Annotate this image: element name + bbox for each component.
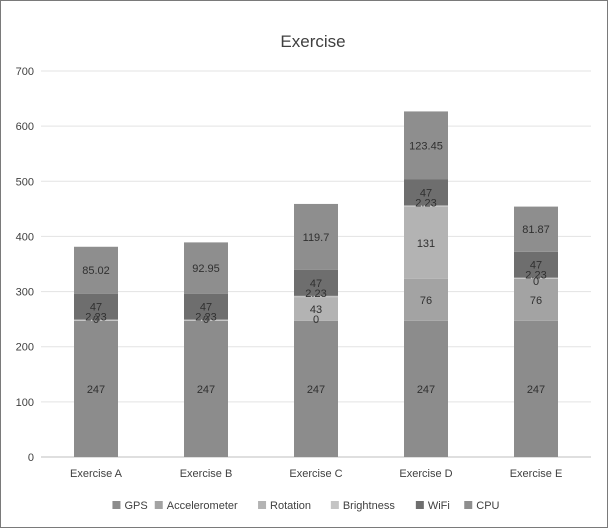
chart-title: Exercise xyxy=(280,32,345,51)
legend-label: Brightness xyxy=(343,500,395,512)
data-label-cpu: 119.7 xyxy=(303,232,330,244)
data-label-rotation: 43 xyxy=(310,304,322,316)
legend-label: WiFi xyxy=(428,500,450,512)
data-label-extra: 0 xyxy=(313,314,319,326)
y-tick-label: 0 xyxy=(28,452,34,464)
x-axis: Exercise A Exercise B Exercise C Exercise D… xyxy=(70,468,562,480)
data-label-wifi: 47 xyxy=(200,302,212,314)
x-category-label: Exercise A xyxy=(70,468,123,480)
data-label-accelerometer: 76 xyxy=(420,295,432,307)
data-label-brightness: 2.23 xyxy=(525,270,546,282)
y-axis: 0 100 200 300 400 500 600 700 xyxy=(16,66,34,464)
bar-segment-cpu xyxy=(294,203,338,270)
data-label-cpu: 92.95 xyxy=(192,263,220,275)
y-tick-label: 100 xyxy=(16,397,34,409)
bar-segment-wifi xyxy=(404,179,448,206)
bar-segment-wifi xyxy=(294,269,338,296)
legend-item-wifi: WiFi xyxy=(415,500,450,512)
bar-segment-wifi xyxy=(514,251,558,278)
bar-segment-rotation xyxy=(294,297,338,321)
legend-label: GPS xyxy=(124,500,147,512)
data-label-extra: 0 xyxy=(203,314,209,326)
legend-swatch xyxy=(330,501,339,509)
data-label-accelerometer: 76 xyxy=(530,295,542,307)
legend-item-rotation: Rotation xyxy=(258,500,311,512)
bar-segment-gps xyxy=(184,320,228,457)
y-tick-label: 300 xyxy=(16,287,34,299)
data-label-gps: 247 xyxy=(307,384,325,396)
bar-segment-brightness xyxy=(294,295,338,298)
y-tick-label: 200 xyxy=(16,342,34,354)
bar-segment-cpu xyxy=(404,111,448,180)
x-category-label: Exercise C xyxy=(289,468,342,480)
legend-label: Accelerometer xyxy=(167,500,238,512)
data-label-wifi: 47 xyxy=(530,260,542,272)
bar-segment-accelerometer xyxy=(514,278,558,321)
legend-swatch xyxy=(112,501,121,509)
data-label-gps: 247 xyxy=(417,384,435,396)
data-label-brightness: 2.23 xyxy=(195,312,216,324)
y-tick-label: 400 xyxy=(16,231,34,243)
bar-segment-cpu xyxy=(74,246,118,294)
bar-segment-brightness xyxy=(74,319,118,321)
legend-swatch xyxy=(464,501,473,509)
bars xyxy=(74,111,558,457)
bar-segment-brightness xyxy=(184,319,228,321)
legend-item-accelerometer: Accelerometer xyxy=(154,500,238,512)
y-tick-label: 600 xyxy=(16,121,34,133)
bar-segment-gps xyxy=(514,320,558,457)
data-label-cpu: 81.87 xyxy=(522,224,550,236)
data-label-wifi: 47 xyxy=(420,187,432,199)
bar-segment-cpu xyxy=(184,242,228,294)
bar-segment-brightness xyxy=(404,205,448,207)
bar-segment-cpu xyxy=(514,206,558,252)
legend-label: CPU xyxy=(476,500,499,512)
data-labels: 2472.234785.022472.234792.95247432.23471… xyxy=(82,140,550,395)
data-label-brightness: 2.23 xyxy=(85,312,106,324)
legend-swatch xyxy=(258,501,267,509)
data-label-brightness: 2.23 xyxy=(415,197,436,209)
data-label-cpu: 123.45 xyxy=(409,140,443,152)
y-tick-label: 700 xyxy=(16,66,34,78)
data-label-wifi: 47 xyxy=(310,278,322,290)
bar-segment-brightness xyxy=(514,277,558,279)
bar-segment-wifi xyxy=(74,293,118,320)
data-label-extra: 0 xyxy=(93,314,99,326)
data-label-gps: 247 xyxy=(87,384,105,396)
x-category-label: Exercise D xyxy=(399,468,452,480)
bar-segment-rotation xyxy=(404,206,448,279)
legend-item-brightness: Brightness xyxy=(330,500,395,512)
bar-segment-wifi xyxy=(184,293,228,320)
bar-segment-accelerometer xyxy=(404,278,448,321)
data-label-gps: 247 xyxy=(197,384,215,396)
legend-item-gps: GPS xyxy=(112,500,148,512)
legend-swatch xyxy=(154,501,163,509)
legend-label: Rotation xyxy=(270,500,311,512)
legend-item-cpu: CPU xyxy=(464,500,500,512)
x-category-label: Exercise B xyxy=(180,468,233,480)
y-tick-label: 500 xyxy=(16,176,34,188)
legend: GPS Accelerometer Rotation Brightness WiFi CP… xyxy=(112,500,500,512)
x-category-label: Exercise E xyxy=(510,468,563,480)
bar-segment-gps xyxy=(74,320,118,457)
data-label-brightness: 2.23 xyxy=(305,288,326,300)
data-label-cpu: 85.02 xyxy=(82,265,110,277)
data-label-rotation: 0 xyxy=(533,276,539,288)
data-label-gps: 247 xyxy=(527,384,545,396)
bar-segment-gps xyxy=(404,320,448,457)
legend-swatch xyxy=(415,501,424,509)
data-label-rotation: 131 xyxy=(417,238,435,250)
bar-segment-gps xyxy=(294,320,338,457)
data-label-wifi: 47 xyxy=(90,302,102,314)
